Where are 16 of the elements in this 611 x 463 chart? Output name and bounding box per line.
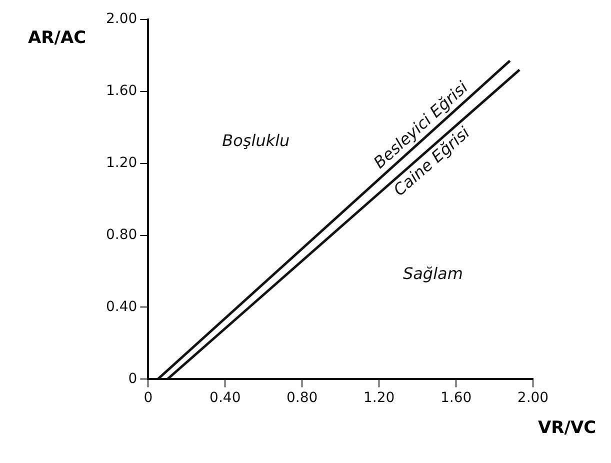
annotation: Sağlam — [402, 264, 463, 284]
y-tick-label: 1.60 — [106, 83, 138, 99]
y-tick-label: 0.40 — [106, 298, 138, 315]
x-axis-title: VR/VC — [538, 418, 596, 438]
y-axis-title: AR/AC — [28, 28, 86, 48]
x-tick-label: 1.60 — [440, 390, 472, 406]
x-tick-label: 1.20 — [363, 390, 395, 406]
x-tick-label: 0.80 — [286, 390, 318, 406]
x-tick-label: 0.40 — [210, 390, 241, 406]
x-tick-label: 2.00 — [517, 390, 549, 406]
annotation: Boşluklu — [222, 130, 290, 150]
y-tick-label: 2.00 — [106, 11, 138, 28]
y-tick-label: 0.80 — [106, 226, 138, 243]
x-tick-label: 0 — [144, 390, 153, 406]
y-tick-label: 0 — [128, 370, 138, 387]
y-tick-label: 1.20 — [106, 154, 138, 171]
